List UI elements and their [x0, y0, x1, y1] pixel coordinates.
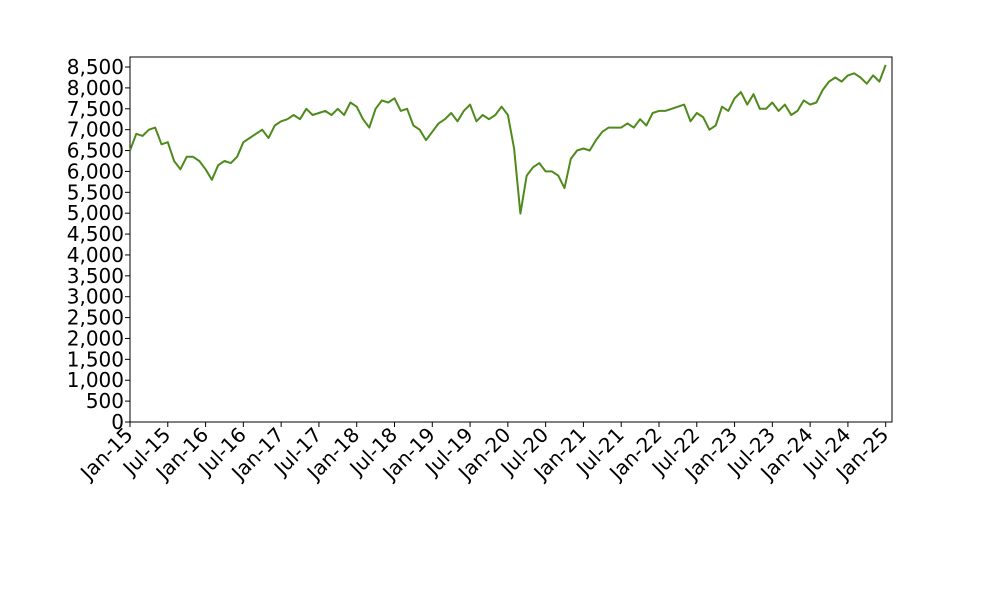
y-tick-label: 5,000	[67, 201, 124, 225]
plot-frame	[129, 56, 893, 423]
y-tick-label: 4,000	[67, 243, 124, 267]
y-tick-label: 7,500	[67, 97, 124, 121]
y-tick-label: 3,000	[67, 285, 124, 309]
y-tick-label: 7,000	[67, 118, 124, 142]
y-tick-label: 500	[86, 389, 124, 413]
y-tick-label: 1,500	[67, 347, 124, 371]
y-tick-label: 6,000	[67, 159, 124, 183]
y-tick-label: 3,500	[67, 264, 124, 288]
y-tick-label: 8,000	[67, 76, 124, 100]
y-tick-label: 1,000	[67, 368, 124, 392]
y-tick-label: 5,500	[67, 180, 124, 204]
y-tick-label: 6,500	[67, 139, 124, 163]
data-line	[129, 64, 887, 215]
y-tick-label: 2,500	[67, 306, 124, 330]
y-tick-label: 8,500	[67, 55, 124, 79]
y-tick-label: 0	[111, 410, 124, 434]
y-tick-label: 2,000	[67, 326, 124, 350]
y-tick-label: 4,500	[67, 222, 124, 246]
